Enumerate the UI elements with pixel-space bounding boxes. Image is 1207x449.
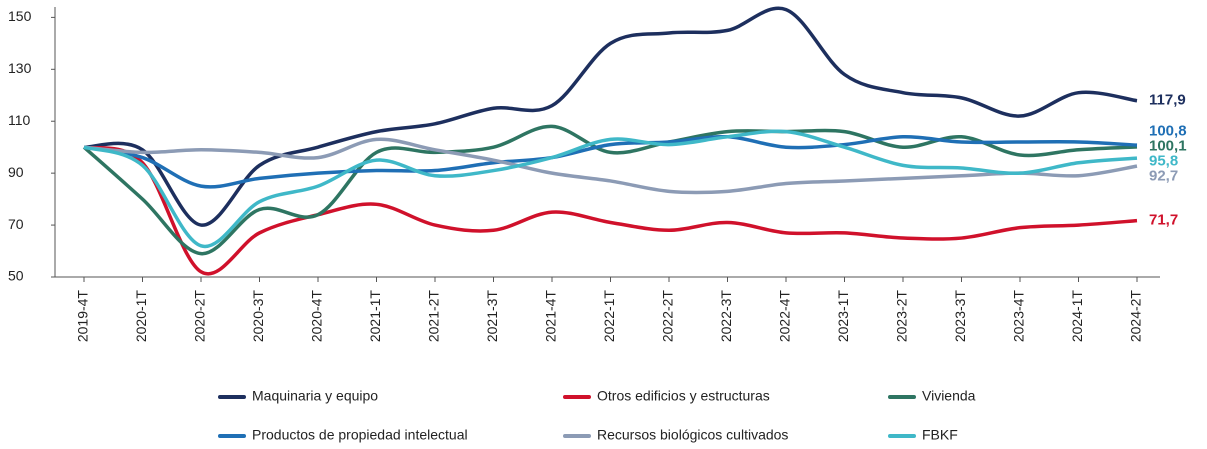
end-label: 92,7 [1149, 168, 1178, 185]
x-tick-label: 2019-4T [75, 290, 91, 343]
end-label: 117,9 [1149, 92, 1186, 109]
x-tick-label: 2022-1T [601, 290, 617, 343]
legend-label: Recursos biológicos cultivados [597, 427, 788, 443]
x-tick-label: 2023-2T [894, 290, 910, 343]
end-label: 95,8 [1149, 153, 1178, 170]
y-tick-label: 70 [8, 216, 24, 232]
x-tick-label: 2023-3T [952, 290, 968, 343]
x-tick-label: 2020-4T [309, 290, 325, 343]
x-tick-label: 2021-3T [484, 290, 500, 343]
legend-label: Vivienda [922, 388, 976, 404]
legend-label: Otros edificios y estructuras [597, 388, 770, 404]
x-tick-label: 2021-4T [543, 290, 559, 343]
x-tick-label: 2023-4T [1011, 290, 1027, 343]
legend-label: Maquinaria y equipo [252, 388, 378, 404]
series-line [82, 124, 1138, 256]
series-line [83, 6, 1138, 227]
end-label: 100,8 [1149, 123, 1187, 140]
y-tick-label: 150 [8, 8, 32, 24]
series-line [83, 137, 1138, 195]
x-tick-label: 2020-1T [133, 290, 149, 343]
y-tick-label: 130 [8, 60, 32, 76]
legend-label: FBKF [922, 427, 958, 443]
x-tick-label: 2021-2T [426, 290, 442, 343]
series-line [83, 129, 1138, 249]
series-line [83, 134, 1138, 189]
x-tick-label: 2024-2T [1128, 290, 1144, 343]
x-tick-label: 2021-1T [367, 290, 383, 343]
end-label: 71,7 [1149, 212, 1178, 229]
x-tick-label: 2020-2T [192, 290, 208, 343]
x-tick-label: 2022-4T [777, 290, 793, 343]
x-tick-label: 2024-1T [1069, 290, 1085, 343]
end-label: 100,1 [1149, 138, 1187, 155]
y-tick-label: 110 [8, 112, 31, 128]
legend-label: Productos de propiedad intelectual [252, 427, 468, 443]
x-tick-label: 2022-2T [660, 290, 676, 343]
y-tick-label: 50 [8, 268, 24, 284]
x-tick-label: 2020-3T [250, 290, 266, 343]
y-tick-label: 90 [8, 164, 24, 180]
x-tick-label: 2023-1T [835, 290, 851, 343]
x-tick-label: 2022-3T [718, 290, 734, 343]
series-line [83, 145, 1138, 276]
